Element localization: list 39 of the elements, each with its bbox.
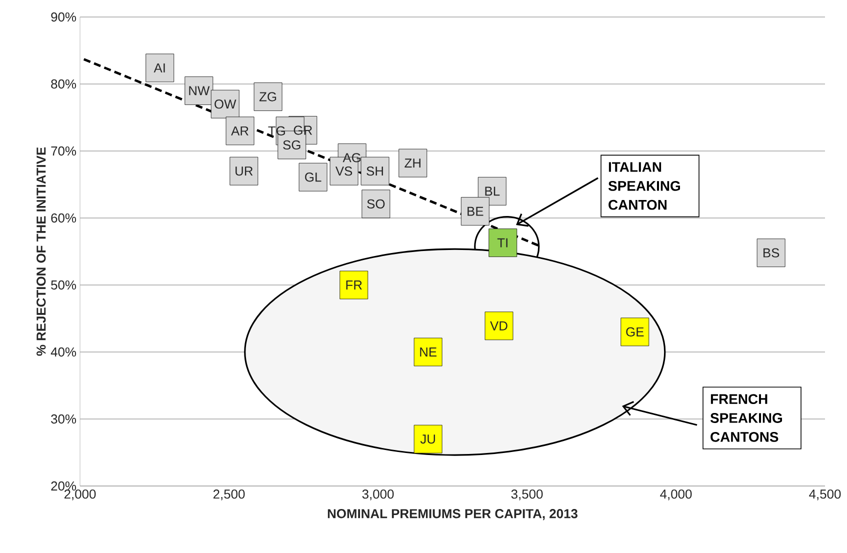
data-label: ZG	[259, 92, 276, 102]
data-label: VD	[490, 321, 508, 330]
x-tick-label: 3,500	[511, 490, 543, 500]
data-label: GE	[626, 327, 644, 336]
data-label: JU	[420, 434, 435, 444]
data-label: ZH	[404, 158, 420, 168]
x-tick-label: 3,000	[362, 490, 394, 500]
data-label: SH	[366, 166, 383, 176]
data-label: TI	[497, 238, 508, 248]
y-tick-label: 50%	[51, 280, 76, 290]
annotation: ITALIAN SPEAKING CANTON	[608, 162, 680, 210]
y-tick-label: 60%	[51, 213, 76, 223]
data-label: SO	[367, 199, 385, 209]
y-tick-label: 30%	[51, 414, 76, 424]
data-label: FR	[346, 280, 362, 290]
x-tick-label: 2,000	[64, 490, 96, 500]
data-label: NW	[189, 86, 210, 96]
y-axis-title: % REJECTION OF THE INITIATIVE	[36, 147, 46, 356]
x-axis-title: NOMINAL PREMIUMS PER CAPITA, 2013	[328, 509, 578, 520]
annotation: FRENCH SPEAKING CANTONS	[710, 394, 782, 442]
y-tick-label: 70%	[51, 146, 76, 156]
data-label: AI	[154, 63, 165, 72]
data-label: BS	[763, 248, 780, 258]
x-tick-label: 2,500	[213, 490, 245, 500]
y-tick-label: 40%	[50, 347, 76, 357]
y-tick-label: 20%	[51, 481, 76, 491]
data-label: VS	[335, 166, 352, 176]
data-label: OW	[214, 100, 236, 109]
data-label: AR	[231, 126, 248, 136]
data-label: BL	[485, 186, 500, 196]
y-tick-label: 80%	[51, 79, 76, 89]
data-label: GL	[305, 172, 322, 182]
data-label: NE	[420, 348, 436, 356]
data-label: SG	[283, 140, 300, 150]
data-label: BE	[468, 206, 484, 216]
x-tick-label: 4,000	[660, 490, 692, 500]
data-label: UR	[236, 166, 253, 176]
x-tick-label: 4,500	[809, 490, 841, 500]
y-tick-label: 90%	[51, 12, 76, 22]
